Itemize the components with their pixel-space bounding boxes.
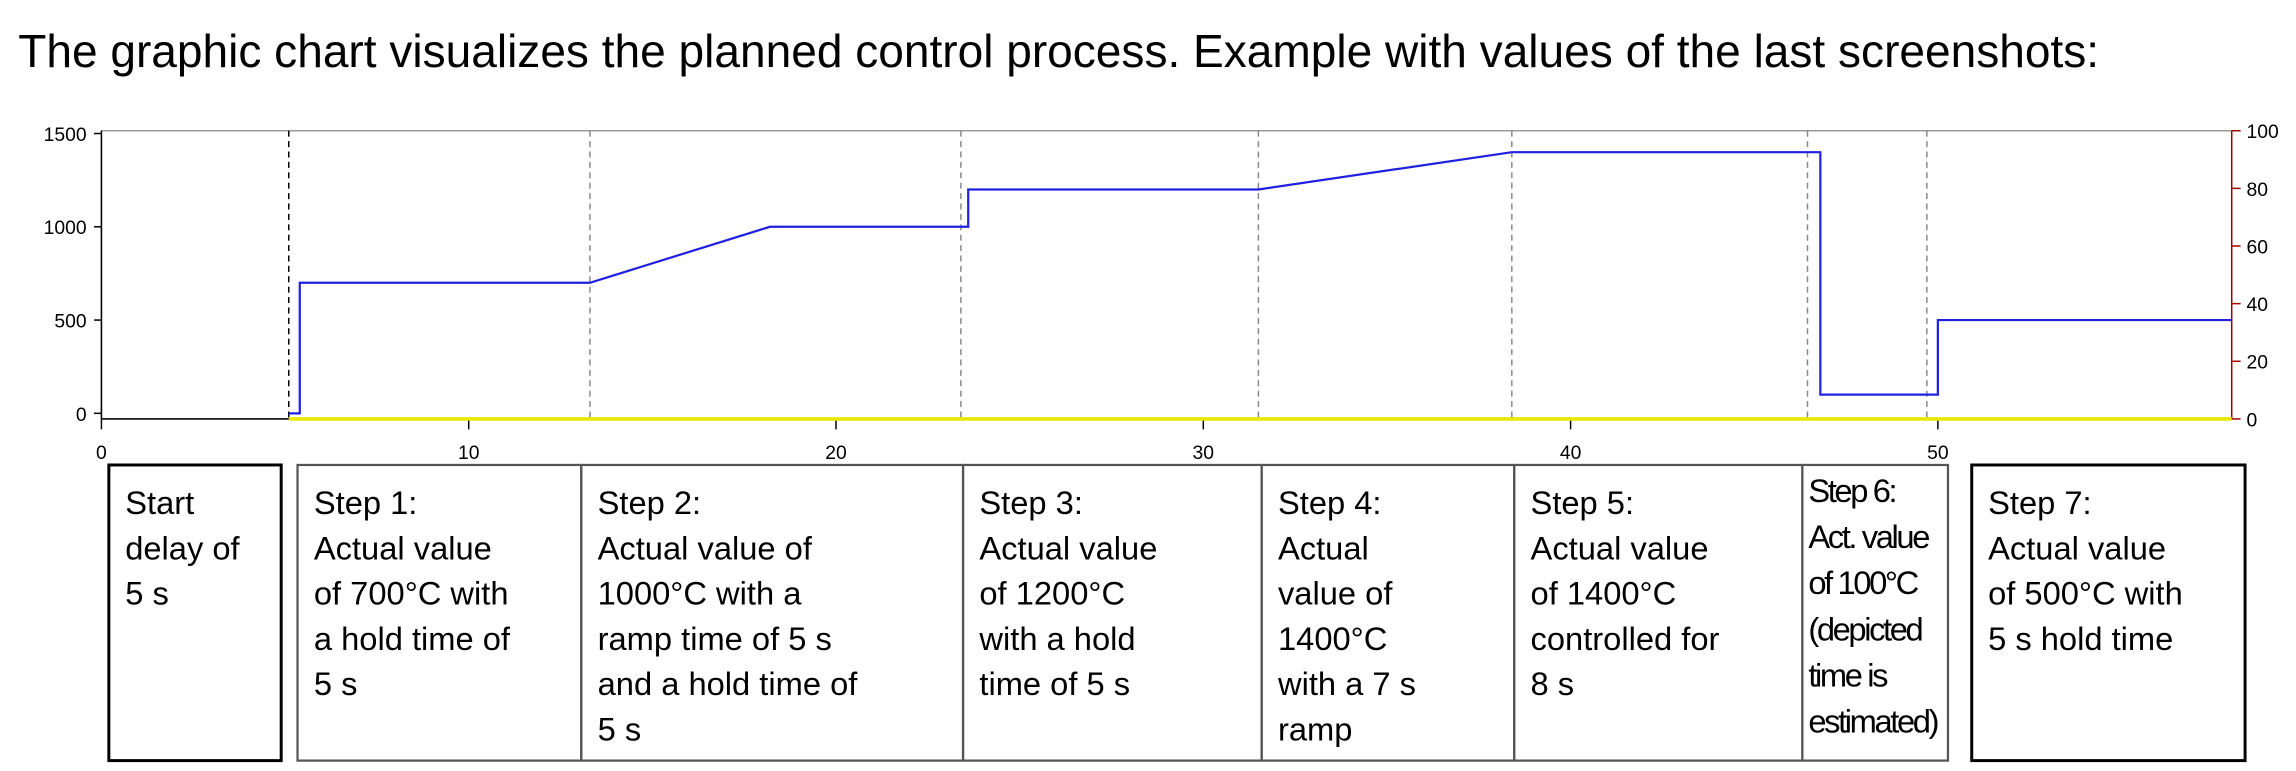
x-tick-label: 20 (825, 443, 846, 464)
x-tick-label: 0 (96, 443, 107, 464)
x-tick-label: 40 (1560, 443, 1581, 464)
step-text: (depicted (1808, 610, 1922, 647)
step-box (1970, 463, 2247, 763)
step-text: estimated) (1808, 702, 1937, 739)
step-text: 8 s (1531, 665, 1575, 702)
y2-tick-label: 20 (2247, 353, 2268, 374)
step-text: 5 s hold time (1988, 620, 2173, 657)
step-text: Actual value (979, 529, 1157, 566)
x-tick-label: 10 (458, 443, 479, 464)
y-tick-label: 1000 (44, 218, 87, 239)
y-tick-label: 0 (76, 405, 87, 426)
step-text: 5 s (125, 575, 169, 612)
step-text: ramp time of 5 s (598, 620, 832, 657)
step-text: Actual value (1531, 529, 1709, 566)
step-text: Actual value (1988, 529, 2166, 566)
step-text: of 700°C with (314, 575, 509, 612)
step-box (1801, 463, 1950, 762)
step-text: ramp (1278, 711, 1352, 748)
step-text: of 1200°C (979, 575, 1125, 612)
step-text: of 1400°C (1531, 575, 1677, 612)
step-text: and a hold time of (598, 665, 859, 702)
step-text: Step 7: (1988, 484, 2092, 521)
step-text: time is (1808, 656, 1888, 693)
y-tick-label: 1500 (44, 125, 87, 146)
step-text: Actual value (314, 529, 492, 566)
y2-tick-label: 60 (2247, 237, 2268, 258)
step-text: Step 3: (979, 484, 1083, 521)
step-text: 1400°C (1278, 620, 1387, 657)
title: The graphic chart visualizes the planned… (18, 25, 2099, 77)
x-tick-label: 50 (1927, 443, 1948, 464)
step-text: Act. value (1808, 518, 1929, 555)
step-text: 1000°C with a (598, 575, 803, 612)
step-box (107, 463, 283, 763)
data-line (288, 151, 2232, 415)
step-text: a hold time of (314, 620, 511, 657)
step-text: of 500°C with (1988, 575, 2183, 612)
step-text: of 100°C (1808, 564, 1918, 601)
step-text: delay of (125, 529, 240, 566)
step-text: Step 5: (1531, 484, 1635, 521)
step-text: Step 4: (1278, 484, 1382, 521)
step-text: 5 s (314, 665, 358, 702)
step-text: Start (125, 484, 194, 521)
step-text: Step 6: (1808, 472, 1895, 509)
y2-tick-label: 80 (2247, 180, 2268, 201)
plot-frame (100, 129, 2233, 420)
step-text: controlled for (1531, 620, 1720, 657)
step-text: with a 7 s (1277, 665, 1416, 702)
y2-tick-label: 0 (2247, 410, 2258, 431)
step-text: Step 1: (314, 484, 418, 521)
step-text: Actual value of (598, 529, 813, 566)
step-text: time of 5 s (979, 665, 1130, 702)
step-text: value of (1278, 575, 1393, 612)
step-text: with a hold (978, 620, 1135, 657)
y2-tick-label: 100 (2247, 122, 2279, 143)
step-text: Actual (1278, 529, 1369, 566)
step-text: Step 2: (598, 484, 702, 521)
y2-tick-label: 40 (2247, 295, 2268, 316)
x-tick-label: 30 (1193, 443, 1214, 464)
y-tick-label: 500 (54, 311, 86, 332)
step-text: 5 s (598, 711, 642, 748)
